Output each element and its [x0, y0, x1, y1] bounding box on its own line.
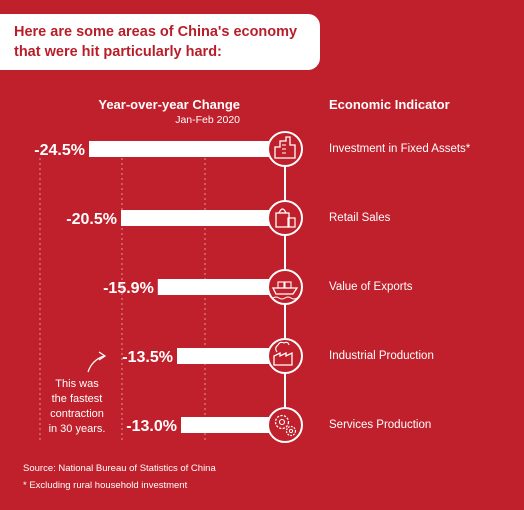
value-label: -15.9% [103, 280, 154, 297]
value-label: -24.5% [34, 142, 85, 159]
icon-circle [267, 200, 303, 236]
small-bag [287, 217, 296, 228]
footnote: * Excluding rural household investment [23, 480, 188, 491]
smoke [275, 341, 290, 353]
icon-circle [267, 338, 303, 374]
indicator-label: Value of Exports [329, 281, 413, 293]
title-banner: Here are some areas of China's economy t… [0, 14, 320, 70]
factory-icon [267, 338, 303, 374]
indicator-label: Services Production [329, 419, 432, 431]
shopping-bag-icon [267, 200, 303, 236]
bar [177, 348, 285, 364]
period-subheader: Jan-Feb 2020 [175, 114, 240, 126]
gears-icon [267, 407, 303, 443]
note-line: the fastest [51, 393, 103, 405]
bar [181, 417, 285, 433]
note-line: This was [55, 378, 99, 390]
change-column-header: Year-over-year Change [98, 97, 240, 112]
wave-line [272, 296, 298, 300]
note-line: contraction [50, 408, 104, 420]
title-line-2: that were hit particularly hard: [14, 44, 222, 60]
bar [157, 279, 285, 295]
bar [89, 141, 285, 157]
indicator-label: Investment in Fixed Assets* [329, 143, 471, 155]
indicator-label: Retail Sales [329, 212, 391, 224]
indicator-label: Industrial Production [329, 350, 434, 362]
contraction-note: This was the fastest contraction in 30 y… [36, 377, 118, 437]
note-line: in 30 years. [48, 423, 106, 435]
value-label: -13.5% [122, 349, 173, 366]
cargo-ship-icon [267, 269, 303, 305]
gear-hub [288, 428, 294, 434]
annotation-arrow [87, 355, 105, 373]
buildings-icon [267, 131, 303, 167]
bag-body [275, 212, 290, 228]
container [277, 281, 285, 289]
gear-large [274, 414, 290, 430]
indicator-column-header: Economic Indicator [329, 97, 450, 112]
buildings-outline [274, 136, 296, 159]
value-label: -20.5% [66, 211, 117, 228]
gear-small [285, 425, 297, 437]
container [284, 281, 292, 289]
value-label: -13.0% [126, 418, 177, 435]
factory-outline [273, 351, 293, 366]
source-note: Source: National Bureau of Statistics of… [23, 463, 216, 474]
bag-handle [278, 208, 287, 214]
icon-circle [267, 407, 303, 443]
gear-hub [278, 418, 286, 426]
bar [121, 210, 285, 226]
arrow-head [98, 351, 107, 361]
title-line-1: Here are some areas of China's economy [14, 24, 298, 40]
